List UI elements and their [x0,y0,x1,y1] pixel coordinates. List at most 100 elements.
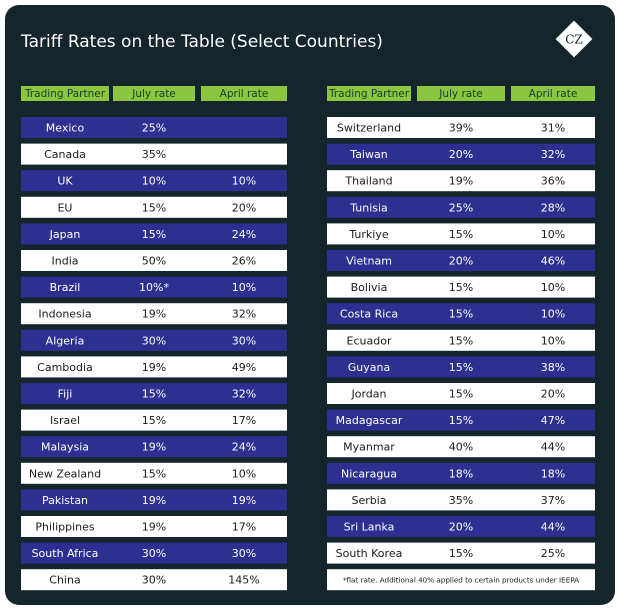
rate: 15% [449,361,473,374]
row-bar [327,489,595,511]
country: Japan [49,228,81,241]
row-bar [327,170,595,192]
rate: 30% [142,334,166,347]
country: Myanmar [343,441,395,454]
row-bar [327,303,595,325]
rate: 10% [232,175,256,188]
rate: 35% [142,148,166,161]
row-bar [21,170,287,192]
rate: 19% [142,494,166,507]
rate: 39% [449,122,473,135]
rate: 25% [449,201,473,214]
rate: 49% [232,361,256,374]
country: EU [57,201,72,214]
country: Bolivia [351,281,388,294]
row-bar [327,409,595,431]
footnote-box [327,569,595,591]
country: Jordan [351,388,387,401]
column-header: July rate [131,88,176,100]
rate: 24% [232,441,256,454]
country: Fiji [58,388,73,401]
row-bar [327,117,595,138]
row-bar [327,516,595,537]
logo-text: CZ [565,33,583,47]
rate: 10%* [139,281,169,294]
rate: 15% [142,228,166,241]
rate: 44% [541,521,565,534]
rate: 26% [232,255,256,268]
column-header: April rate [529,88,578,100]
rate: 10% [232,467,256,480]
column-header: Trading Partner [24,88,106,100]
row-bar [327,462,595,484]
row-bar [21,356,287,378]
rate: 15% [449,228,473,241]
row-bar [327,383,595,404]
country: Costa Rica [340,308,398,321]
country: Ecuador [347,334,392,347]
rate: 30% [142,574,166,587]
rate: 30% [142,547,166,560]
row-bar [21,303,287,325]
column-header: Trading Partner [328,88,410,100]
rate: 37% [541,494,565,507]
row-bar [21,462,287,484]
rate: 31% [541,122,565,135]
rate: 44% [541,441,565,454]
country: Vietnam [346,255,392,268]
rate: 10% [541,334,565,347]
row-bar [21,569,287,591]
country: Thailand [344,175,392,188]
country: Nicaragua [341,467,397,480]
row-bar [327,196,595,218]
rate: 15% [142,467,166,480]
row-bar [327,276,595,298]
country: Madagascar [336,414,403,427]
rate: 40% [449,441,473,454]
row-bar [327,329,595,351]
rate: 28% [541,201,565,214]
country: Sri Lanka [344,521,395,534]
rate: 15% [449,388,473,401]
country: Indonesia [38,308,91,321]
rate: 145% [228,574,259,587]
rate: 15% [449,547,473,560]
rate: 15% [142,388,166,401]
title: Tariff Rates on the Table (Select Countr… [20,32,383,52]
country: Philippines [35,521,95,534]
rate: 19% [449,175,473,188]
rate: 20% [449,521,473,534]
row-bar [21,542,287,564]
row-bar [21,250,287,271]
country: Canada [44,148,86,161]
row-bar [21,436,287,458]
row-bar [327,223,595,245]
rate: 19% [142,308,166,321]
rate: 50% [142,255,166,268]
row-bar [21,196,287,218]
row-bar [21,276,287,298]
rate: 10% [142,175,166,188]
header-cell [417,86,505,101]
row-bar [21,383,287,404]
rate: 20% [449,255,473,268]
header-cell [113,86,195,101]
header-cell [327,86,411,101]
rate: 19% [232,494,256,507]
country: Brazil [50,281,81,294]
row-bar [21,117,287,138]
row-bar [21,516,287,537]
rate: 10% [541,228,565,241]
country: Tunisia [349,201,388,214]
rate: 19% [142,441,166,454]
country: China [49,574,80,587]
rate: 17% [232,414,256,427]
logo-diamond [555,20,593,58]
rate: 36% [541,175,565,188]
country: Taiwan [349,148,387,161]
rate: 20% [541,388,565,401]
country: Mexico [46,122,85,135]
rate: 17% [232,521,256,534]
country: Algeria [46,334,85,347]
row-bar [327,436,595,458]
